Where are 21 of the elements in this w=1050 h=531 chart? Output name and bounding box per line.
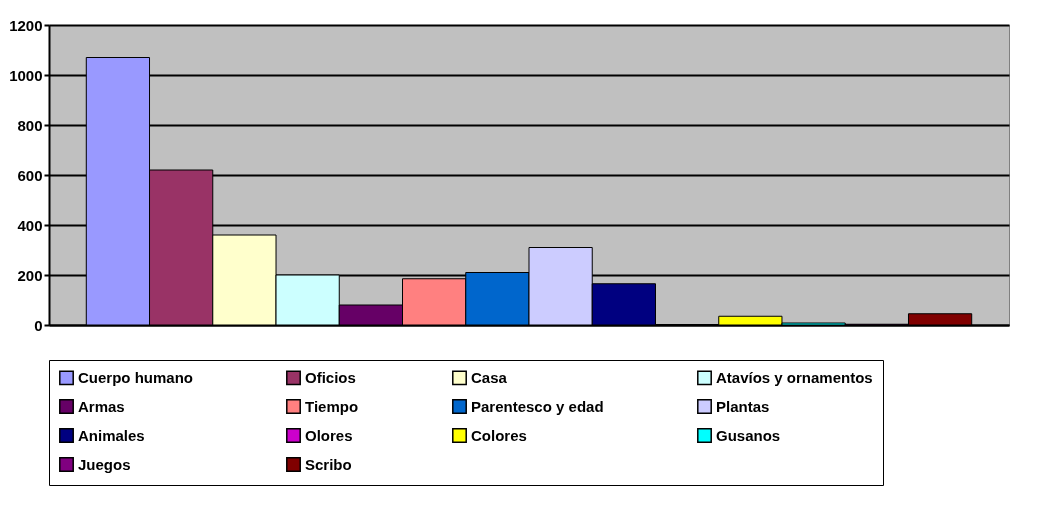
y-tick-label: 1200 — [9, 16, 43, 34]
y-tick-label: 400 — [17, 216, 43, 234]
legend-label: Juegos — [78, 455, 131, 473]
legend-label: Tiempo — [305, 397, 359, 415]
y-tick-label: 200 — [17, 266, 43, 284]
legend-label: Plantas — [716, 397, 770, 415]
y-tick-label: 800 — [17, 116, 43, 134]
legend-label: Casa — [471, 368, 508, 386]
y-tick-label: 1000 — [9, 66, 43, 84]
legend-label: Cuerpo humano — [78, 368, 193, 386]
legend-label: Animales — [78, 426, 145, 444]
y-tick-label: 0 — [34, 316, 43, 334]
legend-label: Parentesco y edad — [471, 397, 604, 415]
legend-label: Armas — [78, 397, 125, 415]
y-tick-label: 600 — [17, 166, 43, 184]
legend-label: Colores — [471, 426, 527, 444]
legend-label: Gusanos — [716, 426, 781, 444]
legend-label: Olores — [305, 426, 353, 444]
legend-label: Atavíos y ornamentos — [716, 368, 873, 386]
legend-label: Oficios — [305, 368, 356, 386]
legend-label: Scribo — [305, 455, 352, 473]
